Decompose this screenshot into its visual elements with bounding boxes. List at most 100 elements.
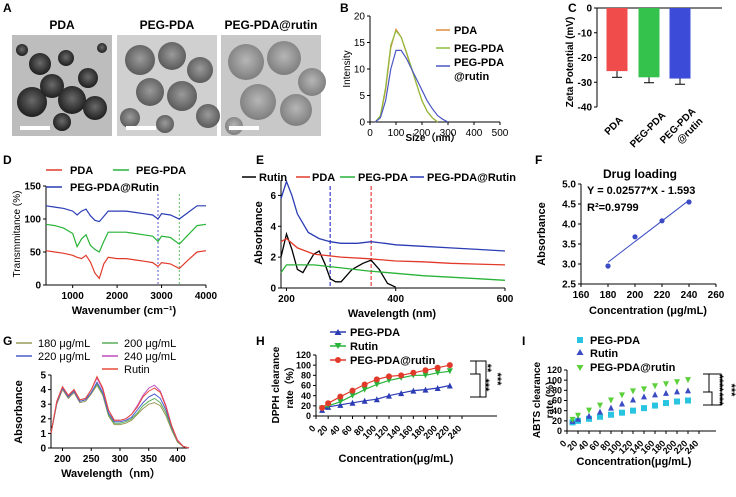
fit-line (607, 199, 690, 263)
data-point (361, 386, 368, 393)
x-tick-label: 1000 (62, 291, 85, 302)
y-tick-label: 1 (40, 429, 46, 440)
y-tick-label: 4.0 (562, 220, 576, 231)
data-point (632, 234, 638, 240)
panel-letter-a: A (3, 1, 12, 15)
tem-image-peg-pda-rutin: PEG-PDA@rutin (221, 18, 326, 136)
data-point (685, 387, 691, 394)
x-tick-label: 220 (654, 290, 671, 301)
data-point (569, 416, 576, 423)
y-tick-label: 80 (301, 370, 311, 380)
series-line (374, 29, 438, 123)
x-tick-label: 0 (367, 128, 373, 139)
data-point (674, 379, 680, 386)
x-tick-label: 200 (278, 294, 295, 305)
y-tick-label: 5.0 (562, 180, 576, 191)
panel-letter-g: G (3, 334, 12, 348)
series-line (374, 27, 438, 123)
data-point (597, 408, 603, 415)
tem-label-pda: PDA (49, 18, 75, 32)
tem-label-peg-pda: PEG-PDA (140, 18, 195, 32)
legend-peg-pda-rutin: PEG-PDA@Rutin (70, 182, 159, 194)
data-point (586, 412, 592, 419)
panel-d-axes (45, 186, 206, 286)
panel-h-ylabel: DPPH clearance (271, 346, 282, 423)
panel-i-axes (566, 370, 716, 432)
bar (606, 8, 628, 72)
panel-f-axes (580, 184, 716, 285)
panel-c-ylabel: Zeta Potential (mV) (565, 17, 576, 108)
data-point (674, 398, 680, 405)
y-tick-label: -20 (578, 53, 593, 64)
data-point (641, 386, 647, 393)
sig-i-2: *** (713, 393, 725, 407)
panel-i-legend: PEG-PDA Rutin PEG-PDA@rutin (576, 335, 676, 374)
panel-h-significance (470, 360, 487, 398)
data-point (446, 382, 453, 389)
data-point (663, 400, 669, 407)
data-point (373, 381, 380, 388)
data-point (349, 392, 356, 399)
x-tick-label: 350 (140, 454, 157, 465)
series-line (45, 223, 207, 253)
panel-e-plot (280, 179, 506, 288)
panel-g-axes (50, 375, 189, 449)
data-point (659, 218, 665, 224)
panel-e-ticks: 200 400 600 0 2 4 6 (270, 191, 513, 305)
data-point (686, 199, 692, 205)
y-tick-label: 0 (40, 444, 46, 455)
y-tick-label: 0 (270, 284, 276, 295)
panel-d-ylabel: Transmmitance (%) (12, 191, 23, 278)
panel-i-xlabel: Concentration(μg/mL) (577, 456, 692, 468)
y-tick-label: 40 (552, 406, 562, 416)
x-tick-label: 200 (414, 128, 431, 139)
y-tick-label: 5 (40, 371, 46, 382)
data-point (685, 377, 691, 384)
data-point (630, 407, 636, 414)
data-point (575, 415, 581, 422)
x-tick-label: 300 (112, 454, 129, 465)
series-line (280, 264, 506, 281)
panel-i-significance (703, 373, 722, 406)
panel-f-r2: R²=0.9799 (587, 202, 639, 214)
series-line (321, 370, 450, 409)
legend-180: 180 μg/mL (38, 338, 90, 350)
panel-b-axes (369, 16, 500, 123)
y-tick-label: 120 (547, 365, 562, 375)
data-point (337, 393, 344, 400)
x-tick-label: 250 (83, 454, 100, 465)
data-point (410, 369, 417, 376)
data-point (652, 391, 658, 398)
y-tick-label: 5 (359, 91, 365, 102)
y-tick-label: 0 (586, 4, 592, 15)
data-point (597, 402, 603, 409)
panel-d-legend: PDA PEG-PDA PEG-PDA@Rutin (46, 165, 186, 194)
data-point (325, 400, 332, 407)
panel-f-xlabel: Concentration (μg/mL) (589, 305, 707, 317)
panel-g: G 200 250 300 350 400 0 1 2 3 4 5 Wavelength（nm） A… (3, 334, 190, 480)
sig-i-3: *** (725, 384, 736, 398)
x-tick-label: 240 (683, 438, 701, 456)
data-point (337, 398, 344, 405)
x-tick-label: 400 (466, 128, 483, 139)
panel-f-ticks: 160 180 200 220 240 260 2.5 3.0 3.5 4.0 4.5 5.0 (562, 180, 725, 302)
y-tick-label: 10 (354, 65, 366, 76)
sig-h-2: *** (479, 379, 491, 393)
sig-i-1: **** (713, 374, 725, 392)
x-tick-label: 4000 (195, 291, 218, 302)
data-point (608, 411, 614, 418)
data-point (685, 397, 691, 404)
y-tick-label: 0 (359, 118, 365, 129)
data-point (410, 387, 417, 394)
y-tick-label: 60 (552, 396, 562, 406)
panel-f-equation: Y = 0.02577*X - 1.593 (587, 185, 695, 197)
legend-pda: PDA (70, 165, 93, 177)
data-point (586, 407, 592, 414)
panel-h-ylabel-line2: rate（%） (283, 361, 296, 408)
y-tick-label: 3.5 (562, 240, 576, 251)
data-point (434, 364, 441, 371)
scale-bar (229, 126, 259, 130)
x-tick-label: 260 (708, 290, 725, 301)
panel-i-ylabel: ABTS clearance (532, 361, 543, 438)
panel-f: F 160 180 200 220 240 260 2.5 3.0 3.5 4.0 4.5 5.0 D… (535, 153, 725, 317)
